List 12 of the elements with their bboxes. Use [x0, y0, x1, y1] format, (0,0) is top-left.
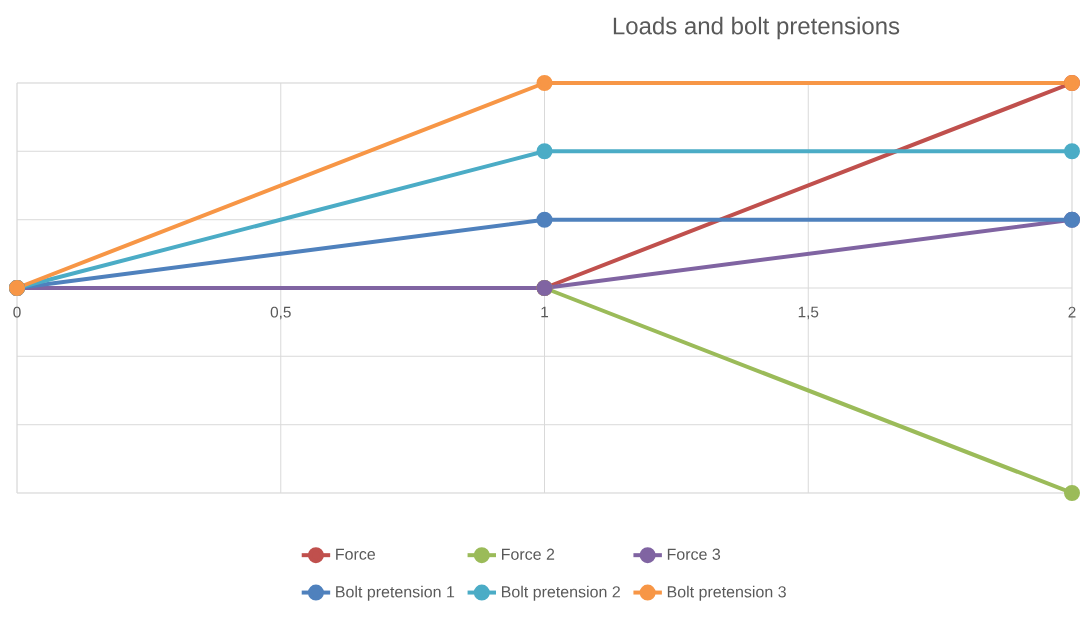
legend-label: Force — [336, 548, 376, 560]
legend-label: Bolt pretension 3 — [667, 585, 786, 601]
x-tick-label: 0,5 — [270, 306, 291, 320]
legend-label: Force 3 — [667, 548, 721, 560]
x-tick-label: 1 — [541, 306, 549, 318]
legend-label: Bolt pretension 1 — [336, 585, 455, 601]
legend-label: Force 2 — [502, 548, 555, 560]
chart-title: Loads and bolt pretensions — [613, 16, 900, 40]
x-tick-label: 0 — [13, 306, 21, 318]
legend-label: Bolt pretension 2 — [502, 585, 620, 601]
x-tick-label: 2 — [1068, 306, 1076, 318]
x-tick-label: 1,5 — [798, 306, 819, 320]
